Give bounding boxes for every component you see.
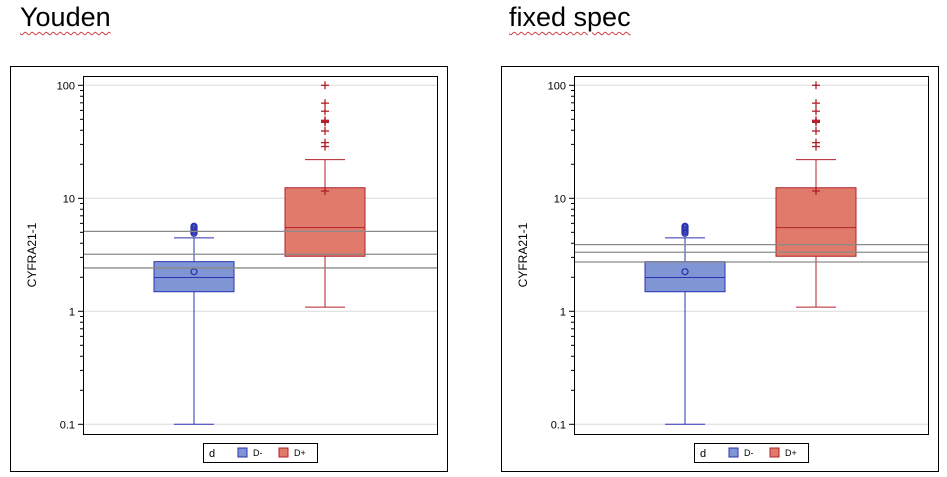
box-D- xyxy=(644,222,726,425)
box-D- xyxy=(153,222,235,425)
outlier-point xyxy=(190,222,198,230)
legend-swatch-D+ xyxy=(278,447,289,458)
chart-title-fixed-spec: fixed spec xyxy=(509,2,631,32)
legend-title: d xyxy=(700,448,706,460)
legend-title: d xyxy=(209,448,215,460)
plot-area-border xyxy=(574,76,929,435)
iqr-box xyxy=(775,187,857,257)
y-tick-label: 10 xyxy=(63,193,75,205)
legend-label: D- xyxy=(253,448,263,458)
legend-swatch-D+ xyxy=(769,447,780,458)
y-tick-label: 0.1 xyxy=(551,419,566,431)
legend-box xyxy=(694,443,809,463)
chart-panel-0: 0.1 1 10 100 CYFRA21-1 d D- D+ xyxy=(10,66,448,472)
legend-label: D+ xyxy=(294,448,306,458)
mean-marker xyxy=(681,268,689,276)
legend-label: D- xyxy=(744,448,754,458)
chart-title-youden: Youden xyxy=(20,2,111,32)
box-D+ xyxy=(284,81,366,308)
y-tick-label: 100 xyxy=(57,80,75,92)
mean-marker xyxy=(190,268,198,276)
y-tick-label: 10 xyxy=(554,193,566,205)
y-tick-label: 100 xyxy=(548,80,566,92)
iqr-box xyxy=(644,261,726,293)
y-tick-label: 0.1 xyxy=(60,419,75,431)
legend-box xyxy=(203,443,318,463)
y-axis-label: CYFRA21-1 xyxy=(516,222,530,287)
y-tick-label: 1 xyxy=(560,306,566,318)
plot-area-border xyxy=(83,76,438,435)
iqr-box xyxy=(284,187,366,257)
y-tick-label: 1 xyxy=(69,306,75,318)
legend: d D- D+ xyxy=(694,443,809,463)
legend-swatch-D- xyxy=(237,447,248,458)
legend: d D- D+ xyxy=(203,443,318,463)
y-axis-label: CYFRA21-1 xyxy=(25,222,39,287)
legend-label: D+ xyxy=(785,448,797,458)
outlier-point xyxy=(681,222,689,230)
legend-swatch-D- xyxy=(728,447,739,458)
chart-panel-1: 0.1 1 10 100 CYFRA21-1 d D- D+ xyxy=(501,66,939,472)
iqr-box xyxy=(153,261,235,293)
